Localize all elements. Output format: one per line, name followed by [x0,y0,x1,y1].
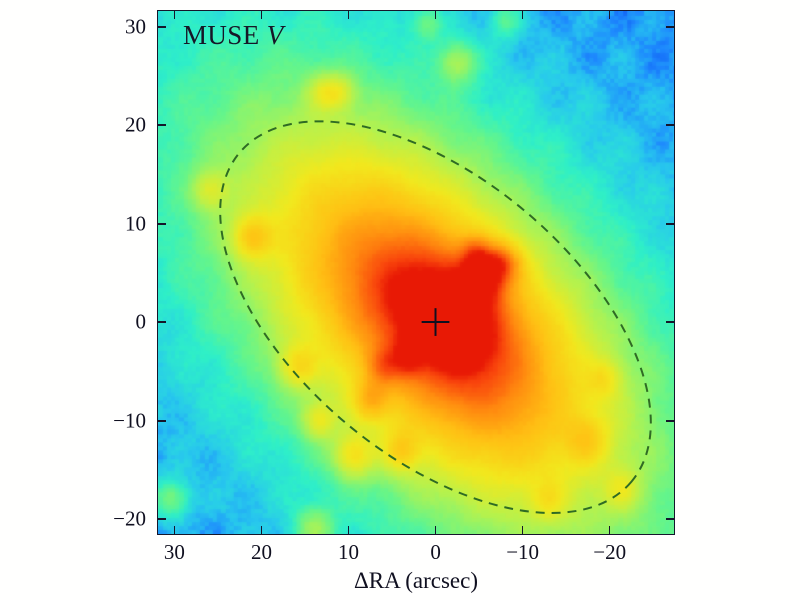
isophote-ellipse-dashed [219,120,652,514]
x-tick-top-4 [521,10,524,19]
plot-frame [157,10,675,535]
y-ticklabel-2: 10 [125,211,146,236]
x-tick-top-1 [260,10,263,19]
y-tick-left-1 [157,124,166,127]
y-tick-left-4 [157,419,166,422]
y-tick-right-2 [666,222,675,225]
x-ticklabel-3: 0 [430,540,441,564]
y-tick-right-3 [666,321,675,324]
y-tick-left-5 [157,518,166,521]
overlay-layer [219,120,652,514]
y-tick-left-2 [157,222,166,225]
x-tick-top-5 [608,10,611,19]
y-ticklabel-1: 20 [125,112,146,137]
x-axis-label: ΔRA (arcsec) [354,568,478,593]
y-tick-right-1 [666,124,675,127]
y-tick-right-4 [666,419,675,422]
x-tick-bottom-0 [173,526,176,535]
center-cross-marker [421,308,450,336]
x-tick-bottom-5 [608,526,611,535]
panel-label: MUSE V [183,20,284,51]
panel-label-band: V [266,20,284,50]
y-ticklabel-0: 30 [125,14,146,39]
x-ticklabel-4: −10 [506,540,540,564]
panel-label-prefix: MUSE [183,20,267,50]
x-ticklabel-1: 20 [250,540,272,564]
y-ticklabel-4: −10 [113,408,146,433]
y-ticklabel-5: −20 [113,506,146,531]
x-ticklabel-2: 10 [338,540,360,564]
y-tick-right-0 [666,25,675,28]
y-tick-right-5 [666,518,675,521]
muse-v-band-image [158,11,674,534]
y-tick-left-0 [157,25,166,28]
x-tick-bottom-1 [260,526,263,535]
y-ticklabel-3: 0 [135,309,147,334]
x-ticklabel-0: 30 [163,540,185,564]
x-ticklabel-5: −20 [593,540,627,564]
x-tick-bottom-2 [347,526,350,535]
y-tick-left-3 [157,321,166,324]
x-tick-top-3 [434,10,437,19]
x-tick-bottom-3 [434,526,437,535]
x-tick-top-0 [173,10,176,19]
x-tick-top-2 [347,10,350,19]
x-tick-bottom-4 [521,526,524,535]
